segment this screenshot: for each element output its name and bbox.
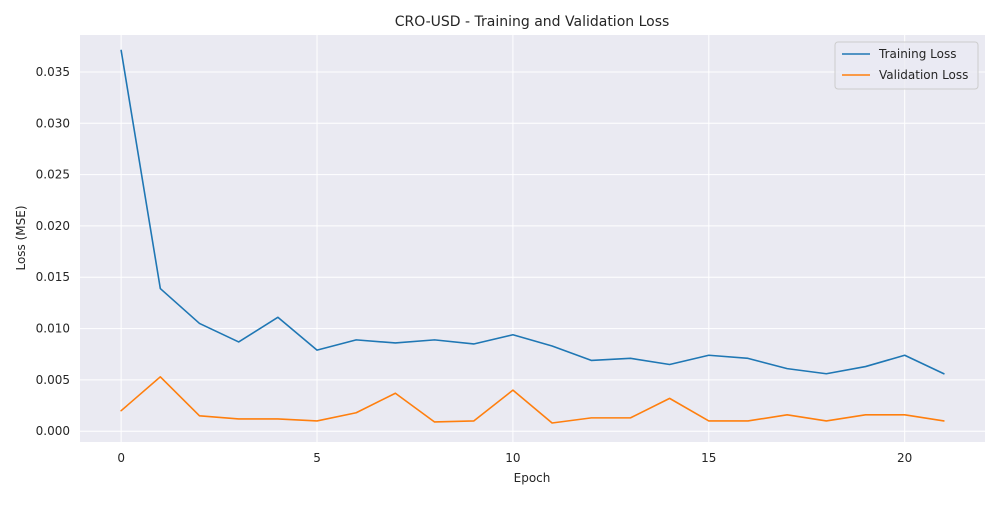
y-tick-labels: 0.000 0.005 0.010 0.015 0.020 0.025 0.030 0.035 xyxy=(36,65,70,438)
y-tick-label: 0.005 xyxy=(36,373,70,387)
y-tick-label: 0.010 xyxy=(36,322,70,336)
y-tick-label: 0.000 xyxy=(36,424,70,438)
chart-title: CRO-USD - Training and Validation Loss xyxy=(395,14,670,30)
series-layer xyxy=(120,49,945,424)
series-line-training xyxy=(120,49,945,375)
y-tick-label: 0.015 xyxy=(36,270,70,284)
grid xyxy=(80,35,985,442)
legend: Training Loss Validation Loss xyxy=(834,41,979,90)
y-tick-label: 0.025 xyxy=(36,168,70,182)
y-tick-label: 0.035 xyxy=(36,65,70,79)
x-tick-label: 20 xyxy=(897,451,912,465)
x-tick-label: 5 xyxy=(313,451,321,465)
y-axis-label: Loss (MSE) xyxy=(14,205,28,270)
x-tick-label: 15 xyxy=(701,451,716,465)
x-tick-labels: 0 5 10 15 20 xyxy=(117,451,912,465)
plot-area xyxy=(80,35,985,442)
x-axis-label: Epoch xyxy=(514,471,551,485)
x-tick-label: 10 xyxy=(505,451,520,465)
series-line-validation xyxy=(120,376,945,424)
x-tick-label: 0 xyxy=(117,451,125,465)
y-tick-label: 0.030 xyxy=(36,116,70,130)
legend-label-training: Training Loss xyxy=(878,47,956,61)
legend-box xyxy=(834,41,979,90)
y-tick-label: 0.020 xyxy=(36,219,70,233)
legend-label-validation: Validation Loss xyxy=(879,68,968,82)
